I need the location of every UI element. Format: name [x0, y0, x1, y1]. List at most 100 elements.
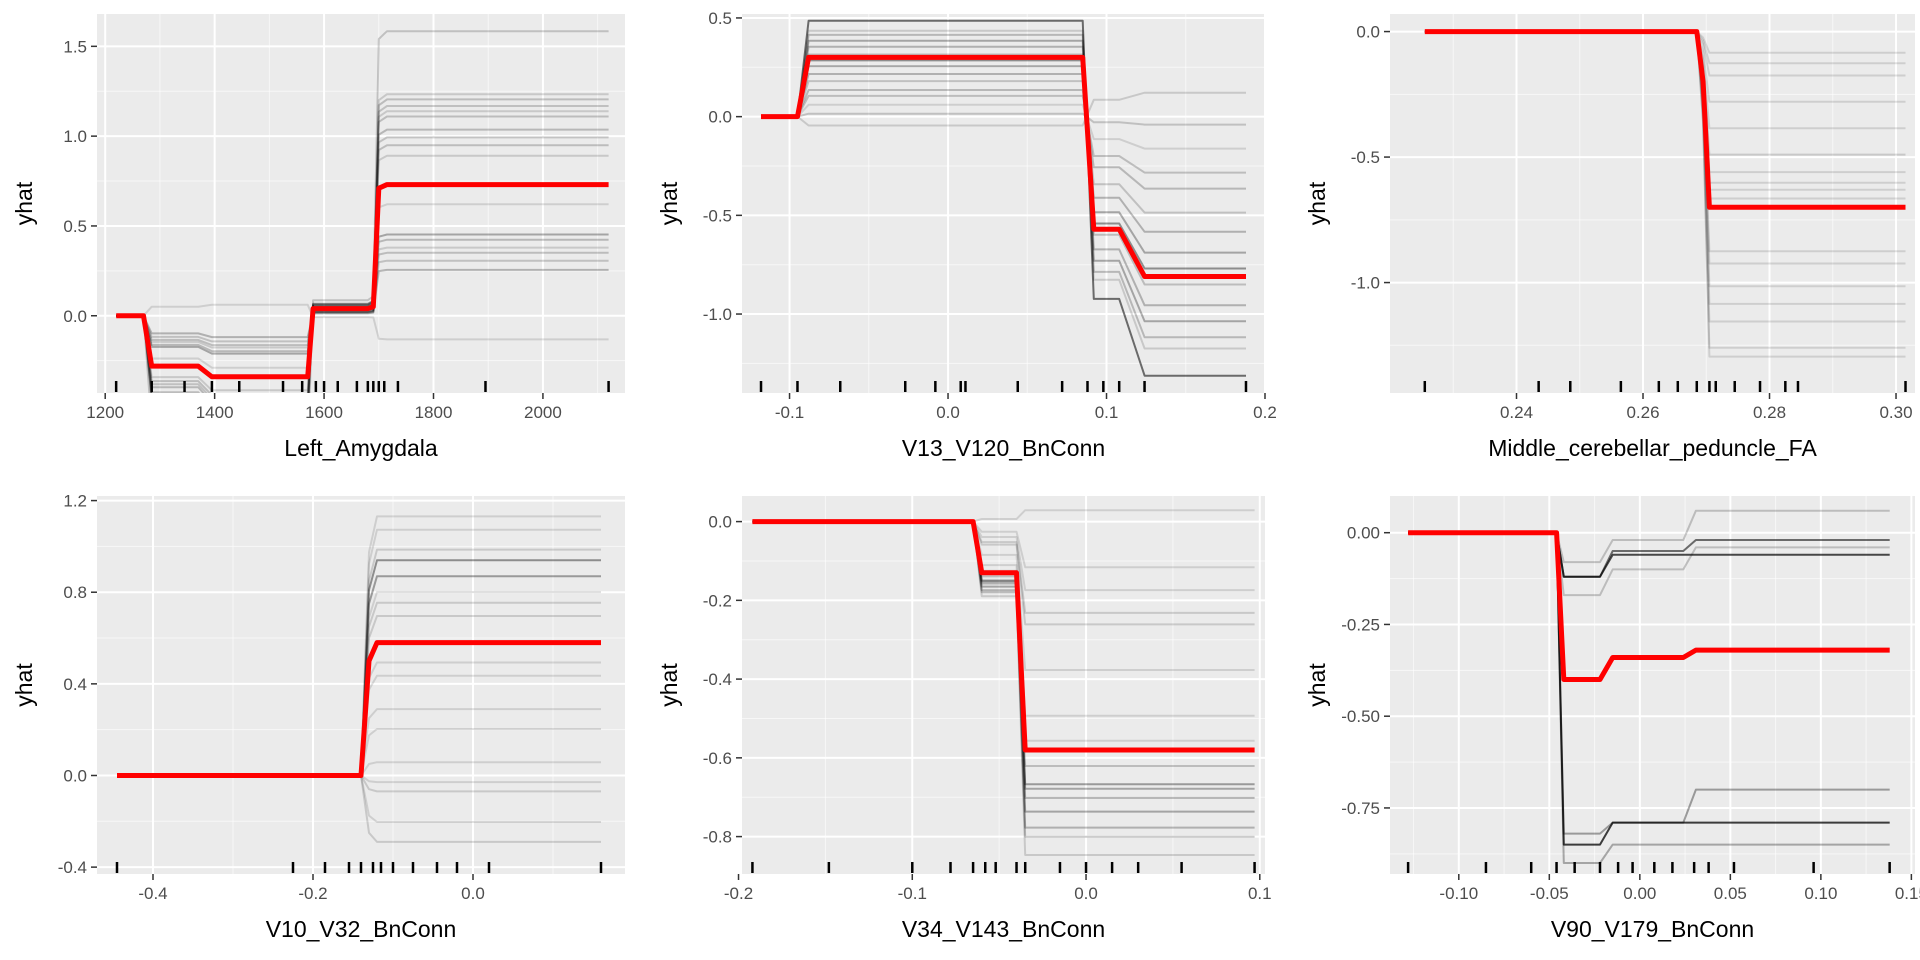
x-tick-label: 0.1: [1095, 403, 1119, 422]
y-axis-title: yhat: [1304, 663, 1330, 707]
y-axis-title: yhat: [656, 181, 682, 225]
y-tick-label: 0.0: [1356, 23, 1380, 42]
y-tick-label: 1.5: [63, 37, 87, 56]
y-tick-label: 0.0: [63, 307, 87, 326]
x-tick-label: 0.15: [1895, 884, 1920, 903]
y-tick-label: 0.0: [708, 108, 732, 127]
y-tick-label: 0.4: [63, 675, 87, 694]
y-tick-label: 0.0: [63, 766, 87, 785]
y-tick-label: -0.75: [1341, 799, 1380, 818]
x-tick-label: -0.05: [1530, 884, 1569, 903]
pdp-line: [116, 182, 609, 380]
minor-grid: [742, 496, 1265, 874]
data-layer: [752, 509, 1255, 856]
ice-line: [761, 91, 1246, 127]
x-tick-label: 0.05: [1714, 884, 1747, 903]
ice-line: [116, 303, 609, 341]
rug: [759, 381, 1248, 392]
x-axis-title: Left_Amygdala: [284, 435, 438, 461]
x-tick-label: 0.0: [461, 884, 485, 903]
ice-line: [761, 112, 1246, 126]
y-tick-label: -0.4: [58, 858, 87, 877]
y-tick-label: -0.25: [1341, 615, 1380, 634]
x-tick-label: 0.26: [1626, 403, 1659, 422]
minor-grid: [742, 14, 1265, 393]
data-layer: [1424, 29, 1906, 358]
pdp-line: [752, 519, 1255, 753]
y-tick-label: 0.8: [63, 583, 87, 602]
panel-background: [1390, 14, 1915, 393]
pdp-line: [1408, 530, 1890, 682]
y-tick-label: -1.0: [1351, 274, 1380, 293]
rug: [1423, 381, 1907, 392]
x-tick-label: 0.1: [1248, 884, 1272, 903]
chart-panel-1: 1200 1400 1600 1800 2000 0.0 0.5 1.0 1.5 Left_Amy…: [11, 14, 625, 461]
minor-grid: [1390, 14, 1915, 393]
x-axis-title: V13_V120_BnConn: [902, 435, 1105, 461]
y-tick-label: -0.8: [703, 828, 732, 847]
minor-grid: [97, 496, 625, 874]
x-tick-label: 0.28: [1753, 403, 1786, 422]
y-tick-label: 1.2: [63, 492, 87, 511]
x-axis-title: V34_V143_BnConn: [902, 916, 1105, 942]
x-tick-label: 1600: [305, 403, 343, 422]
x-tick-label: -0.1: [775, 403, 804, 422]
panel-background: [97, 496, 625, 874]
y-tick-label: -0.5: [703, 206, 732, 225]
x-tick-label: -0.4: [138, 884, 167, 903]
y-tick-label: 1.0: [63, 127, 87, 146]
pdp-line: [117, 640, 601, 778]
y-tick-label: -1.0: [703, 305, 732, 324]
x-axis-title: Middle_cerebellar_peduncle_FA: [1488, 435, 1817, 461]
panel-background: [1390, 496, 1915, 874]
chart-panel-4: -0.4 -0.2 0.0 1.2 0.8 0.4 0.0 -0.4 V10_V32_BnCon…: [11, 492, 625, 942]
x-tick-label: 0.0: [936, 403, 960, 422]
x-axis-title: V90_V179_BnConn: [1551, 916, 1754, 942]
x-tick-label: -0.2: [724, 884, 753, 903]
y-axis-title: yhat: [11, 663, 37, 707]
y-tick-label: -0.6: [703, 749, 732, 768]
rug: [1406, 862, 1891, 873]
rug: [751, 862, 1256, 873]
x-tick-label: -0.10: [1439, 884, 1478, 903]
y-axis-title: yhat: [656, 663, 682, 707]
y-tick-label: -0.4: [703, 670, 732, 689]
data-layer: [761, 19, 1246, 377]
x-tick-label: -0.2: [298, 884, 327, 903]
y-tick-label: 0.0: [708, 513, 732, 532]
x-tick-label: 2000: [524, 403, 562, 422]
ice-line: [761, 103, 1246, 150]
x-axis-title: V10_V32_BnConn: [266, 916, 457, 942]
x-tick-label: -0.1: [898, 884, 927, 903]
panel-background: [742, 496, 1265, 874]
y-axis-title: yhat: [11, 181, 37, 225]
chart-panel-3: 0.24 0.26 0.28 0.30 0.0 -0.5 -1.0 Middle_cerebe…: [1304, 14, 1915, 461]
x-tick-label: 0.30: [1879, 403, 1912, 422]
panel-background: [97, 14, 625, 393]
x-tick-label: 0.10: [1804, 884, 1837, 903]
y-tick-label: -0.5: [1351, 148, 1380, 167]
x-tick-label: 1400: [196, 403, 234, 422]
y-tick-label: 0.5: [63, 217, 87, 236]
pdp-line: [761, 54, 1246, 279]
x-tick-label: 0.2: [1253, 403, 1277, 422]
y-axis-title: yhat: [1304, 181, 1330, 225]
chart-panel-6: -0.10 -0.05 0.00 0.05 0.10 0.15 0.00 -0.25 -0.50…: [1304, 496, 1920, 942]
chart-panel-2: -0.1 0.0 0.1 0.2 0.5 0.0 -0.5 -1.0 V13_V120_BnCo…: [656, 9, 1277, 461]
x-tick-label: 1800: [415, 403, 453, 422]
x-tick-label: 0.0: [1074, 884, 1098, 903]
major-grid: [97, 14, 625, 393]
x-tick-label: 1200: [86, 403, 124, 422]
x-tick-label: 0.24: [1500, 403, 1533, 422]
y-tick-label: -0.2: [703, 591, 732, 610]
y-tick-label: -0.50: [1341, 707, 1380, 726]
x-tick-label: 0.00: [1623, 884, 1656, 903]
y-tick-label: 0.5: [708, 9, 732, 28]
rug: [114, 381, 610, 392]
y-tick-label: 0.00: [1347, 524, 1380, 543]
pdp-line: [1424, 29, 1906, 210]
data-layer: [117, 515, 601, 843]
data-layer: [1408, 509, 1890, 864]
minor-grid: [1390, 496, 1915, 874]
